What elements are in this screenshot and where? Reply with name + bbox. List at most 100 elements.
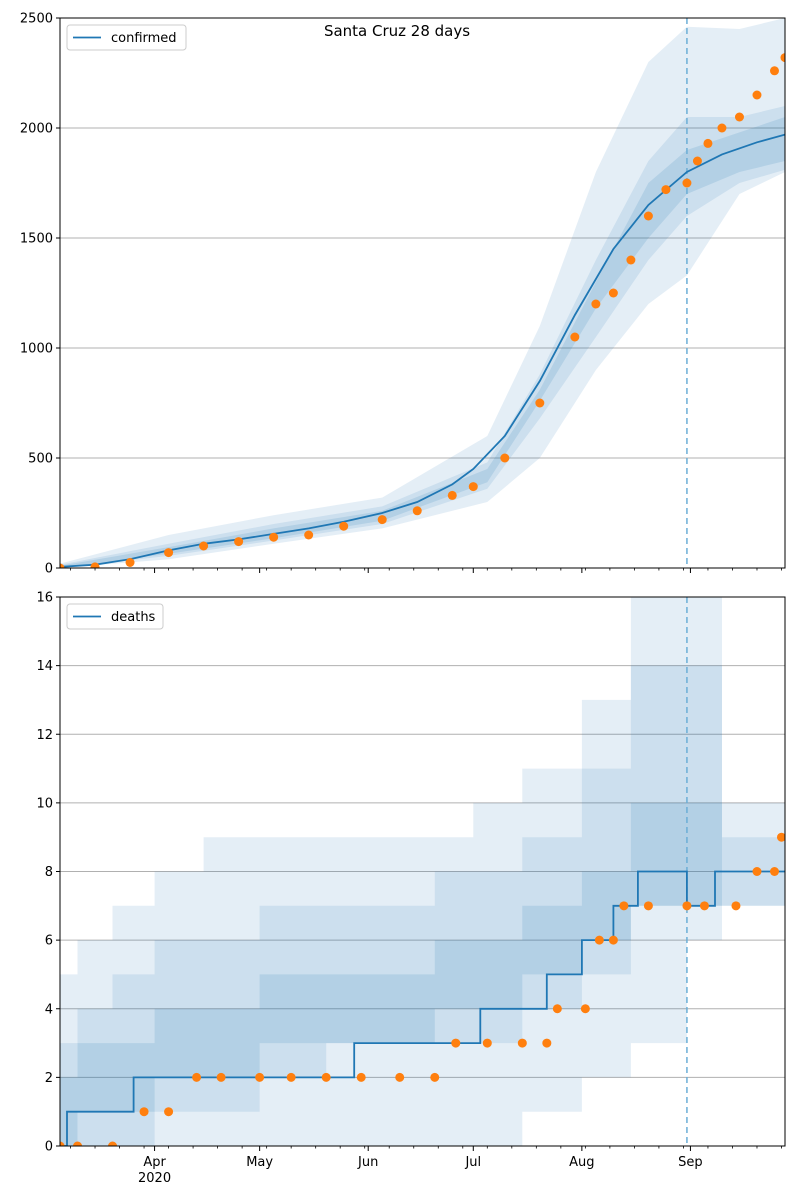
observed-point: [542, 1038, 552, 1048]
observed-point: [717, 123, 727, 133]
observed-point: [591, 299, 601, 309]
observed-point: [608, 288, 618, 298]
legend-label: deaths: [111, 610, 156, 625]
observed-point: [377, 515, 387, 525]
observed-point: [626, 255, 636, 265]
observed-point: [139, 1107, 149, 1117]
observed-point: [703, 138, 713, 148]
observed-point: [619, 901, 629, 911]
observed-point: [447, 490, 457, 500]
observed-point: [164, 1107, 174, 1117]
series-deaths-line: [60, 870, 785, 1146]
x-tick-label: Apr: [143, 1155, 166, 1170]
y-tick-label: 0: [45, 1140, 53, 1155]
y-tick-label: 10: [36, 796, 53, 811]
y-tick-label: 1500: [20, 232, 53, 247]
observed-point: [643, 901, 653, 911]
observed-point: [552, 1004, 562, 1014]
observed-point: [60, 563, 65, 568]
observed-point: [643, 211, 653, 221]
y-tick-label: 2: [45, 1071, 53, 1086]
y-tick-label: 12: [36, 728, 53, 743]
observed-point: [395, 1072, 405, 1082]
legend-box: [66, 603, 164, 630]
x-year-label: 2020: [138, 1171, 171, 1186]
observed-point: [752, 90, 762, 100]
y-tick-label: 8: [45, 865, 53, 880]
observed-point: [412, 506, 422, 516]
observed-point: [580, 1004, 590, 1014]
y-tick-label: 4: [45, 1002, 53, 1017]
band-outer: [60, 597, 785, 1146]
observed-point: [90, 562, 100, 568]
band-outer: [60, 18, 785, 568]
observed-point: [769, 867, 779, 876]
band-inner: [60, 802, 785, 1146]
y-tick-label: 1000: [20, 342, 53, 357]
legend-box: [66, 24, 187, 51]
observed-point: [776, 832, 785, 842]
chart-title: Santa Cruz 28 days: [324, 22, 470, 40]
confirmed-chart: 0 500 1000 1500 2000 2500 Santa Cruz 28 days co…: [20, 12, 786, 577]
legend: confirmed: [66, 24, 187, 51]
observed-point: [73, 1141, 83, 1146]
observed-point: [234, 537, 244, 547]
observed-point: [125, 558, 135, 567]
observed-point: [304, 530, 314, 540]
observed-point: [482, 1038, 492, 1048]
observed-point: [752, 867, 762, 876]
observed-point: [356, 1072, 366, 1082]
x-tick-label: May: [246, 1155, 273, 1170]
x-tick-label: Sep: [678, 1155, 703, 1170]
observed-point: [468, 482, 478, 492]
observed-point: [164, 548, 174, 558]
deaths-chart: 0 2 4 6 8 10 12 14 16 Apr May Jun Jul Aug Sep 2020 death…: [36, 591, 786, 1186]
observed-point: [192, 1072, 202, 1082]
observed-point: [517, 1038, 527, 1048]
band-mid: [60, 106, 785, 568]
observed-point: [699, 901, 709, 911]
observed-point: [60, 1141, 65, 1146]
band-inner: [60, 117, 785, 568]
observed-point: [500, 453, 510, 463]
observed-point: [734, 112, 744, 122]
y-tick-label: 6: [45, 934, 53, 949]
observed-point: [430, 1072, 440, 1082]
observed-point: [608, 935, 618, 945]
y-tick-label: 16: [36, 591, 53, 606]
observed-point: [535, 398, 545, 408]
plot-area: [60, 18, 785, 568]
axes-frame: [59, 17, 786, 569]
y-tick-label: 2500: [20, 12, 53, 27]
observed-point: [682, 178, 692, 188]
x-tick-label: Jun: [357, 1155, 378, 1170]
y-tick-label: 500: [28, 452, 53, 467]
legend-label: confirmed: [111, 31, 177, 46]
observed-point: [255, 1072, 265, 1082]
observed-point: [321, 1072, 331, 1082]
observed-point: [108, 1141, 118, 1146]
observed-point: [661, 185, 671, 195]
legend: deaths: [66, 603, 164, 630]
observed-point: [570, 332, 580, 342]
observed-point: [199, 541, 209, 551]
observed-point: [339, 521, 349, 531]
observed-point: [594, 935, 604, 945]
observed-point: [682, 901, 692, 911]
x-tick-label: Aug: [569, 1155, 594, 1170]
x-tick-label: Jul: [464, 1155, 481, 1170]
observed-point: [451, 1038, 461, 1048]
observed-point: [780, 53, 785, 63]
y-tick-label: 2000: [20, 122, 53, 137]
band-mid: [60, 665, 785, 1146]
observed-point: [731, 901, 741, 911]
y-tick-label: 0: [45, 562, 53, 577]
observed-point: [769, 66, 779, 76]
observed-point: [269, 532, 279, 542]
observed-point: [692, 156, 702, 166]
observed-point: [216, 1072, 226, 1082]
plot-area: [60, 597, 785, 1146]
y-tick-label: 14: [36, 659, 53, 674]
observed-point: [286, 1072, 296, 1082]
